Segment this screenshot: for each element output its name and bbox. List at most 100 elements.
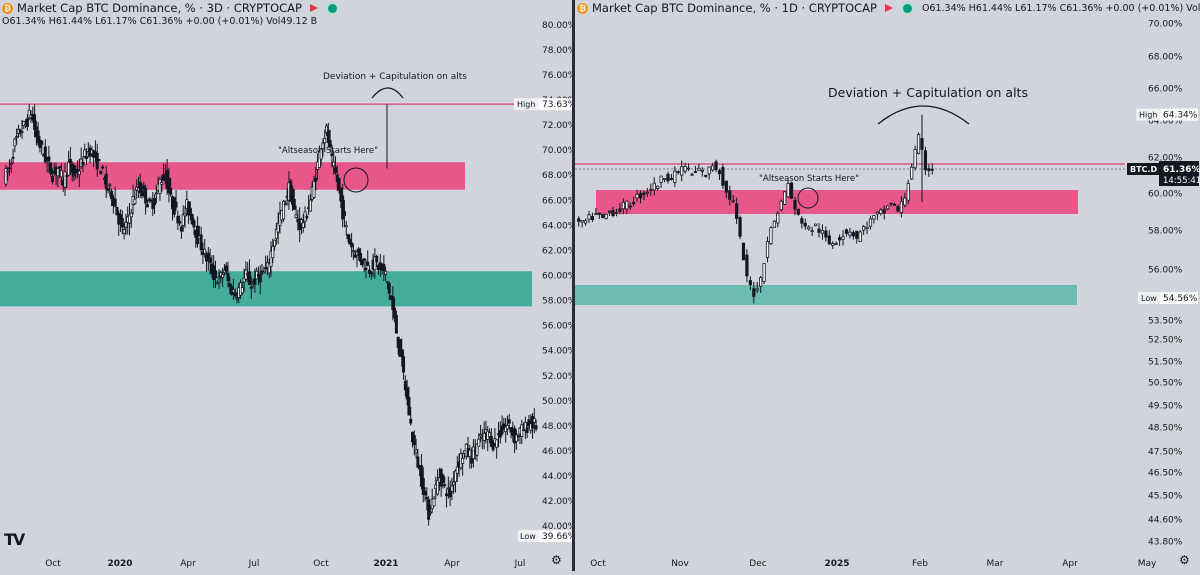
x-tick-label: Jul xyxy=(514,559,526,569)
y-tick-label: 56.00% xyxy=(1148,266,1183,276)
high-tag: High xyxy=(1139,111,1157,120)
y-tick-label: 66.00% xyxy=(1148,85,1183,95)
candle-body xyxy=(27,109,31,119)
candle-body xyxy=(414,449,418,454)
flag-icon[interactable] xyxy=(309,4,318,12)
candle-body xyxy=(215,282,219,285)
y-tick-label: 54.00% xyxy=(542,347,572,357)
candle-body xyxy=(796,209,801,215)
candle-body xyxy=(11,156,15,159)
left-chart-panel[interactable]: 80.00%78.00%76.00%74.00%72.00%70.00%68.0… xyxy=(0,0,579,571)
candle-body xyxy=(491,440,495,451)
candle-body xyxy=(364,267,368,271)
candle-body xyxy=(375,256,379,263)
candle-body xyxy=(262,271,266,274)
candle-body xyxy=(221,274,225,279)
settings-gear-icon[interactable]: ⚙ xyxy=(551,553,562,567)
candle-body xyxy=(793,200,797,210)
candle-body xyxy=(119,214,123,222)
low-value: 39.66% xyxy=(542,532,572,542)
y-tick-label: 68.00% xyxy=(1148,53,1183,63)
candle-body xyxy=(249,286,253,289)
candle-body xyxy=(59,169,63,178)
x-tick-label: May xyxy=(1138,559,1157,569)
candle-body xyxy=(421,477,425,495)
candle-body xyxy=(58,166,62,168)
candle-body xyxy=(855,230,859,239)
y-tick-label: 44.00% xyxy=(542,472,572,482)
symbol-tag-bg xyxy=(1127,163,1159,175)
candle-body xyxy=(346,234,350,240)
candle-body xyxy=(387,283,391,294)
candle-body xyxy=(217,276,221,279)
left-chart-title[interactable]: Market Cap BTC Dominance, % · 3D · CRYPT… xyxy=(17,1,302,15)
candle-body xyxy=(264,267,268,270)
tradingview-logo-icon[interactable]: 𝗧𝗩 xyxy=(4,530,25,549)
candle-body xyxy=(160,182,164,185)
candle-body xyxy=(108,184,112,187)
candle-body xyxy=(213,270,217,278)
support-zone xyxy=(575,285,1077,305)
candle-body xyxy=(348,238,352,245)
candle-body xyxy=(583,220,588,224)
candle-body xyxy=(844,229,849,234)
candle-body xyxy=(824,230,828,238)
candle-body xyxy=(282,200,286,220)
candle-body xyxy=(810,230,814,233)
flag-icon[interactable] xyxy=(884,4,893,12)
candle-body xyxy=(452,481,456,486)
right-chart-title[interactable]: Market Cap BTC Dominance, % · 1D · CRYPT… xyxy=(592,1,877,15)
candle-body xyxy=(138,181,142,193)
high-value: 64.34% xyxy=(1163,111,1198,121)
candle-body xyxy=(889,202,893,205)
candle-body xyxy=(741,242,746,261)
candle-body xyxy=(638,193,643,199)
candle-body xyxy=(169,187,173,195)
candle-body xyxy=(461,458,465,464)
candle-body xyxy=(872,215,876,220)
right-chart-panel[interactable]: 70.00% 68.00% 66.00% 64.00% 62.00% 60.00% 58.0… xyxy=(575,0,1200,571)
panel-divider[interactable] xyxy=(572,0,575,571)
market-status-icon xyxy=(327,3,337,13)
candle-body xyxy=(101,166,105,169)
annotation-deviation: Deviation + Capitulation on alts xyxy=(323,72,467,82)
left-chart-canvas[interactable]: 80.00%78.00%76.00%74.00%72.00%70.00%68.0… xyxy=(0,0,579,571)
candle-body xyxy=(398,339,402,357)
right-chart-canvas[interactable]: 70.00% 68.00% 66.00% 64.00% 62.00% 60.00% 58.0… xyxy=(575,0,1200,571)
candle-body xyxy=(145,204,149,208)
candle-body xyxy=(242,277,246,283)
x-tick-label: Feb xyxy=(912,559,928,569)
annotation-altseason: "Altseason Starts Here" xyxy=(759,174,859,184)
candle-body xyxy=(601,213,605,218)
settings-gear-icon[interactable]: ⚙ xyxy=(1179,553,1190,567)
candle-body xyxy=(817,228,821,233)
candle-body xyxy=(93,151,97,155)
annotation-deviation: Deviation + Capitulation on alts xyxy=(828,85,1028,100)
candle-body xyxy=(659,175,663,183)
candle-body xyxy=(301,222,305,228)
candle-body xyxy=(351,250,355,253)
candle-body xyxy=(448,488,452,498)
candle-body xyxy=(800,218,804,224)
candle-body xyxy=(359,253,363,262)
y-tick-label: 60.00% xyxy=(1148,190,1183,200)
candle-body xyxy=(628,205,632,208)
candle-body xyxy=(786,183,790,198)
candle-body xyxy=(504,426,508,433)
candle-body xyxy=(240,287,244,294)
y-tick-label: 43.80% xyxy=(1148,538,1183,548)
candle-body xyxy=(142,185,146,190)
candle-body xyxy=(328,140,332,147)
candle-body xyxy=(376,264,380,271)
candle-body xyxy=(666,173,670,182)
candle-body xyxy=(344,225,348,228)
candle-body xyxy=(233,292,237,297)
candle-body xyxy=(676,171,680,173)
candle-body xyxy=(910,166,914,180)
annotation-arc xyxy=(877,105,970,125)
x-tick-label: Apr xyxy=(1062,559,1078,569)
candle-body xyxy=(308,199,312,212)
x-tick-label: 2025 xyxy=(824,559,849,569)
candle-body xyxy=(362,258,366,261)
